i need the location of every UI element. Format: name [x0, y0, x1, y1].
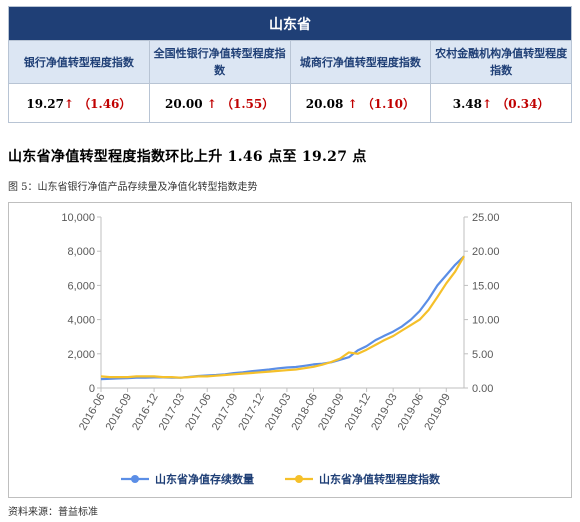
y-left-tick-label: 6,000: [67, 280, 95, 292]
legend-label-count: 山东省净值存续数量: [155, 472, 254, 486]
series-line-index: [100, 255, 465, 379]
up-arrow-icon: ↑: [206, 96, 217, 111]
y-left-tick-label: 0: [89, 383, 95, 395]
y-right-tick-label: 5.00: [472, 349, 493, 361]
table-title: 山东省: [8, 6, 572, 41]
value-rural-index: 3.48↑ （0.34）: [430, 83, 572, 123]
value-change: （1.46）: [78, 96, 132, 111]
headline: 山东省净值转型程度指数环比上升 1.46 点至 19.27 点: [8, 149, 367, 165]
line-chart: 0 2,000 4,000 6,000 8,000 10,000 0.00 5.00 10.00…: [61, 212, 500, 486]
up-arrow-icon: ↑: [347, 96, 358, 111]
header-rural-index: 农村金融机构净值转型程度指数: [430, 40, 572, 84]
y-left-tick-label: 8,000: [67, 246, 95, 258]
y-right-tick-label: 25.00: [472, 212, 500, 224]
value-number: 19.27: [26, 96, 64, 111]
y-left-tick-label: 10,000: [61, 212, 95, 224]
y-left-tick-label: 4,000: [67, 315, 95, 327]
up-arrow-icon: ↑: [482, 96, 493, 111]
y-left-tick-label: 2,000: [67, 349, 95, 361]
header-city-bank-index: 城商行净值转型程度指数: [289, 40, 432, 84]
series-line-count: [100, 255, 465, 381]
y-right-tick-label: 15.00: [472, 280, 500, 292]
value-change: （1.10）: [361, 96, 415, 111]
summary-table: 山东省 银行净值转型程度指数 全国性银行净值转型程度指数 城商行净值转型程度指数…: [8, 6, 572, 123]
value-city-bank-index: 20.08 ↑ （1.10）: [289, 83, 432, 123]
header-bank-index: 银行净值转型程度指数: [8, 40, 150, 84]
value-number: 20.08: [305, 96, 344, 111]
source-note: 资料来源：普益标准: [8, 507, 98, 518]
legend-marker-index: [295, 475, 303, 483]
figure-caption: 图 5：山东省银行净值产品存续量及净值化转型指数走势: [8, 182, 258, 193]
legend-marker-count: [131, 475, 139, 483]
header-national-bank-index: 全国性银行净值转型程度指数: [148, 40, 291, 84]
value-bank-index: 19.27↑ （1.46）: [8, 83, 150, 123]
y-right-tick-label: 10.00: [472, 315, 500, 327]
chart-container: 0 2,000 4,000 6,000 8,000 10,000 0.00 5.00 10.00…: [8, 202, 572, 498]
legend-label-index: 山东省净值转型程度指数: [319, 472, 441, 486]
value-national-bank-index: 20.00 ↑ （1.55）: [148, 83, 291, 123]
value-change: （1.55）: [221, 96, 275, 111]
y-right-tick-label: 20.00: [472, 246, 500, 258]
up-arrow-icon: ↑: [63, 96, 74, 111]
value-number: 20.00: [165, 96, 203, 111]
y-right-tick-label: 0.00: [472, 383, 493, 395]
value-number: 3.48: [452, 96, 482, 111]
value-change: （0.34）: [496, 96, 550, 111]
x-tick-label: 2019-09: [422, 392, 453, 433]
